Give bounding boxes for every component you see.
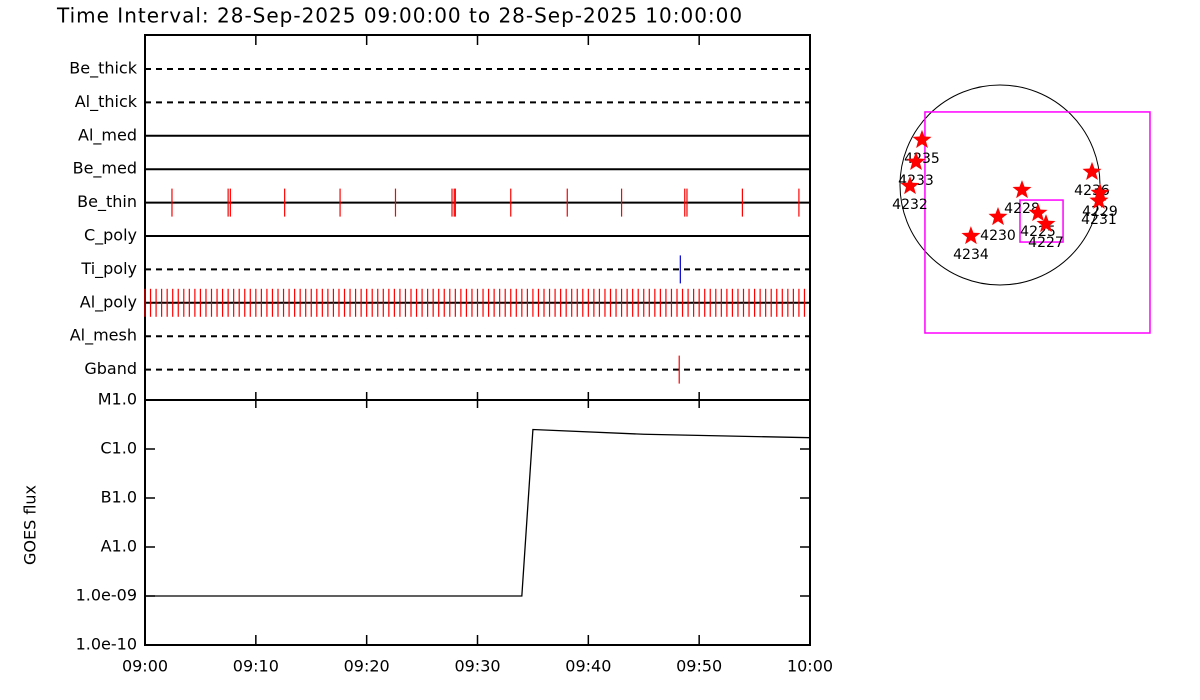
y-tick-label: 1.0e-09 — [76, 586, 137, 605]
y-tick-label: M1.0 — [98, 390, 137, 409]
region-star — [912, 129, 932, 148]
row-label: Al_med — [78, 125, 137, 145]
y-axis-label: GOES flux — [21, 485, 40, 565]
region-star — [1089, 190, 1109, 209]
region-star — [1028, 203, 1048, 222]
region-label: 4233 — [898, 173, 934, 189]
region-star — [988, 207, 1008, 226]
region-star — [906, 151, 926, 170]
row-label: Ti_poly — [80, 259, 137, 279]
x-tick-label: 09:40 — [565, 657, 611, 676]
row-label: Al_mesh — [70, 326, 137, 346]
chart-title: Time Interval: 28-Sep-2025 09:00:00 to 2… — [56, 4, 743, 28]
region-star — [900, 176, 920, 195]
region-label: 4232 — [892, 197, 928, 213]
region-star — [1012, 180, 1032, 199]
region-label: 4230 — [980, 228, 1016, 244]
region-label: 4228 — [1004, 201, 1040, 217]
x-tick-label: 09:00 — [122, 657, 168, 676]
x-tick-label: 09:50 — [676, 657, 722, 676]
x-tick-label: 09:30 — [454, 657, 500, 676]
y-tick-label: A1.0 — [101, 537, 137, 556]
region-star — [1090, 183, 1110, 202]
row-label: Be_thin — [77, 192, 137, 212]
row-label: C_poly — [84, 226, 137, 246]
fov-box — [924, 111, 1151, 334]
row-label: Be_med — [73, 159, 137, 179]
y-tick-label: B1.0 — [101, 488, 137, 507]
x-tick-label: 09:10 — [233, 657, 279, 676]
row-label: Be_thick — [69, 59, 137, 79]
row-label: Gband — [84, 359, 137, 378]
fov-box — [1019, 199, 1064, 243]
x-tick-label: 09:20 — [344, 657, 390, 676]
region-star — [1036, 214, 1056, 233]
region-star — [1082, 161, 1102, 180]
region-label: 4231 — [1081, 212, 1117, 228]
y-tick-label: C1.0 — [100, 439, 137, 458]
region-star — [961, 226, 981, 245]
row-label: Al_thick — [75, 92, 138, 112]
region-label: 4229 — [1082, 204, 1118, 220]
y-tick-label: 1.0e-10 — [76, 635, 137, 654]
region-label: 4227 — [1028, 235, 1064, 251]
flux-line — [145, 428, 811, 597]
row-label: Al_poly — [80, 292, 137, 312]
region-label: 4234 — [953, 247, 989, 263]
x-tick-label: 10:00 — [787, 657, 833, 676]
